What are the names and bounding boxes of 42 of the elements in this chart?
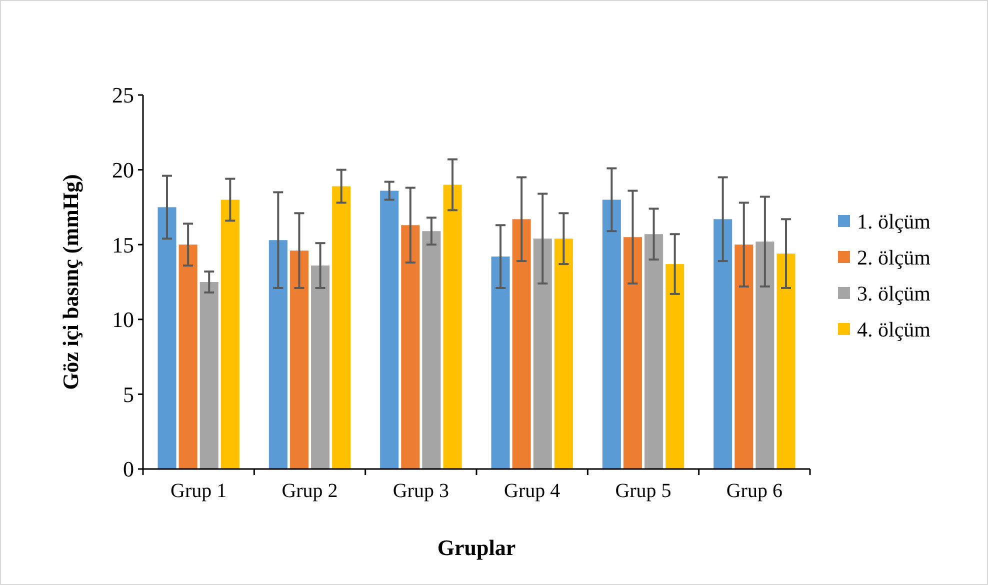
- bar: [512, 219, 531, 469]
- y-tick-label: 15: [112, 232, 134, 258]
- x-axis-title: Gruplar: [437, 535, 516, 560]
- bar: [311, 266, 330, 469]
- bar: [602, 200, 621, 469]
- bar: [533, 238, 552, 469]
- bar: [290, 250, 308, 469]
- y-tick-label: 20: [112, 158, 134, 182]
- legend-label: 3. ölçüm: [857, 281, 930, 306]
- x-tick-label: Grup 2: [282, 480, 338, 502]
- legend-label: 4. ölçüm: [857, 317, 930, 342]
- bar: [332, 186, 351, 469]
- bar: [268, 240, 288, 469]
- bar: [756, 242, 774, 469]
- bar: [422, 231, 441, 469]
- bar: [178, 244, 198, 469]
- bar: [443, 184, 462, 469]
- bar: [734, 244, 754, 469]
- bar: [380, 190, 399, 469]
- legend-label: 2. ölçüm: [857, 245, 930, 270]
- x-tick-label: Grup 3: [392, 480, 449, 502]
- y-tick-label: 25: [112, 82, 134, 108]
- x-tick-label: Grup 6: [726, 480, 782, 502]
- bar: [554, 238, 573, 469]
- bar: [666, 264, 684, 469]
- bar: [491, 256, 510, 469]
- bar: [220, 200, 240, 469]
- bar: [200, 282, 218, 469]
- y-axis-title: Göz içi basınç (mmHg): [58, 174, 83, 390]
- y-tick-label: 10: [112, 307, 134, 332]
- legend-label: 1. ölçüm: [857, 209, 930, 234]
- x-tick-label: Grup 4: [504, 480, 560, 502]
- bar: [776, 254, 796, 469]
- x-tick-label: Grup 1: [170, 480, 227, 502]
- bar: [623, 237, 642, 469]
- x-tick-label: Grup 5: [615, 480, 672, 502]
- bar: [401, 225, 420, 469]
- bar: [644, 234, 664, 469]
- bar: [158, 207, 176, 469]
- bar: [714, 219, 732, 469]
- y-tick-label: 5: [123, 382, 134, 407]
- y-tick-label: 0: [123, 456, 134, 482]
